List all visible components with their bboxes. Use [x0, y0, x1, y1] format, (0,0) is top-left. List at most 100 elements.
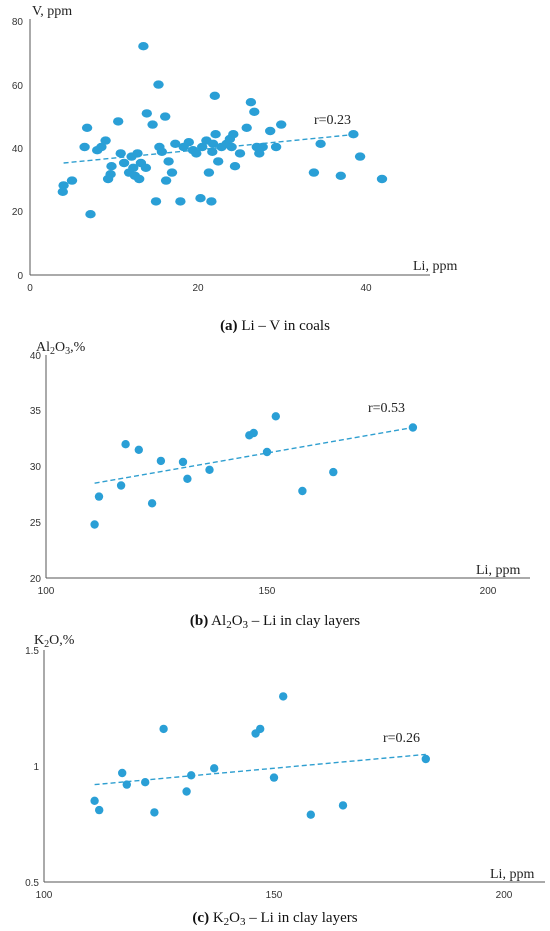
panel-a-point [213, 157, 224, 166]
panel-b-ytick: 35 [30, 406, 42, 417]
panel-a-point [115, 149, 126, 158]
panel-c-point [256, 724, 265, 734]
panel-a-point [138, 42, 149, 51]
panel-b-xtick: 100 [38, 586, 55, 597]
panel-a-point [128, 163, 139, 172]
panel-a-point [348, 130, 359, 139]
panel-c-point [122, 780, 131, 789]
panel-a-point [265, 126, 276, 136]
panel-b-ytick: 40 [30, 351, 42, 362]
panel-a-point [85, 210, 96, 219]
panel-b-trendline [94, 426, 414, 484]
panel-a-caption: (a) Li – V in coals [220, 318, 330, 334]
panel-a-point [195, 194, 206, 203]
panel-c-xtick: 100 [36, 890, 53, 901]
panel-b-point [134, 445, 143, 454]
panel-b-xtick: 200 [480, 586, 497, 597]
panel-b-point [90, 520, 99, 529]
panel-c-point [150, 808, 159, 817]
panel-a-ytick: 40 [12, 144, 24, 155]
panel-a-point [245, 98, 257, 107]
panel-b-point [147, 499, 157, 508]
panel-c-point [187, 771, 196, 780]
panel-b-point [249, 428, 258, 438]
panel-a-ytick: 20 [12, 207, 24, 218]
panel-b-point [183, 474, 192, 483]
panel-a-ytick: 80 [12, 17, 24, 28]
panel-c-point [182, 787, 191, 796]
panel-a-point [276, 120, 287, 129]
panel-a-point [156, 147, 168, 156]
panel-c-ytick: 1 [33, 762, 39, 773]
panel-a-point [57, 187, 68, 196]
panel-c-point [159, 724, 168, 734]
panel-a-point [206, 197, 217, 206]
panel-b-ytick: 20 [30, 574, 42, 585]
panel-a-ylabel: V, ppm [32, 4, 72, 19]
panel-a-caption-label: (a) [220, 318, 238, 334]
panel-a-point [197, 142, 208, 152]
panel-a-point [160, 112, 171, 121]
panel-b-point [271, 412, 280, 421]
panel-a-point [58, 181, 69, 190]
panel-b-point [205, 465, 214, 474]
panel-b-caption: (b) Al2O3 – Li in clay layers [190, 613, 360, 631]
panel-b-point [94, 492, 104, 501]
panel-b: Al2O3,% Li, ppm r=0.53 40 35 30 25 20 10… [30, 340, 530, 631]
panel-c-ylabel: K2O,% [34, 633, 75, 650]
panel-c-xtick: 150 [266, 890, 283, 901]
panel-c-point [269, 773, 279, 782]
panel-a-xtick: 20 [192, 283, 204, 294]
panel-a-point [140, 163, 152, 172]
panel-a-point [105, 170, 116, 179]
panel-b-ytick: 25 [30, 518, 42, 529]
panel-c-caption: (c) K2O3 – Li in clay layers [192, 910, 357, 928]
panel-b-xtick: 150 [259, 586, 276, 597]
panel-a-point [153, 80, 164, 89]
panel-a-point [166, 168, 178, 177]
panel-b-point [116, 481, 126, 490]
panel-a-r-annotation: r=0.23 [314, 113, 351, 128]
panel-a-point [249, 107, 260, 117]
panel-a-point [175, 197, 186, 206]
panel-c-point [90, 796, 99, 805]
panel-c-xlabel: Li, ppm [490, 867, 534, 882]
panel-b-point [329, 467, 338, 477]
panel-c: K2O,% Li, ppm r=0.26 1.5 1 0.5 100 150 2… [25, 633, 545, 928]
panel-a-point [96, 142, 107, 152]
panel-c-ytick: 0.5 [25, 878, 39, 889]
panel-a-ytick: 60 [12, 81, 24, 92]
panel-a-point [79, 142, 90, 152]
panel-a-point [376, 174, 388, 184]
panel-c-point [118, 768, 127, 778]
panel-a-point [100, 136, 111, 145]
panel-c-point [338, 801, 348, 810]
panel-a-points [57, 42, 388, 219]
panel-b-ytick: 30 [30, 462, 42, 473]
panel-b-point [262, 447, 272, 457]
panel-b-ylabel: Al2O3,% [36, 340, 86, 357]
panel-a-point [228, 130, 239, 139]
panel-c-caption-label: (c) [192, 910, 209, 926]
panel-c-point [210, 764, 219, 773]
panel-a-point [270, 142, 282, 152]
panel-a-point [118, 158, 130, 168]
panel-b-r-annotation: r=0.53 [368, 401, 405, 416]
panel-c-points [90, 692, 430, 819]
panel-a-point [234, 149, 246, 158]
panel-a-point [207, 139, 219, 148]
panel-b-point [121, 440, 130, 449]
panel-a-point [81, 123, 93, 132]
panel-b-point [178, 457, 188, 467]
panel-a-point [209, 91, 220, 101]
panel-a-point [160, 176, 172, 185]
panel-c-point [306, 810, 315, 819]
panel-b-caption-label: (b) [190, 613, 208, 629]
panel-a-point [106, 162, 117, 171]
panel-a-point [183, 138, 194, 147]
panel-a-xtick: 0 [27, 283, 33, 294]
panel-a-point [226, 142, 237, 152]
panel-a-xlabel: Li, ppm [413, 259, 457, 274]
panel-c-xtick: 200 [496, 890, 513, 901]
